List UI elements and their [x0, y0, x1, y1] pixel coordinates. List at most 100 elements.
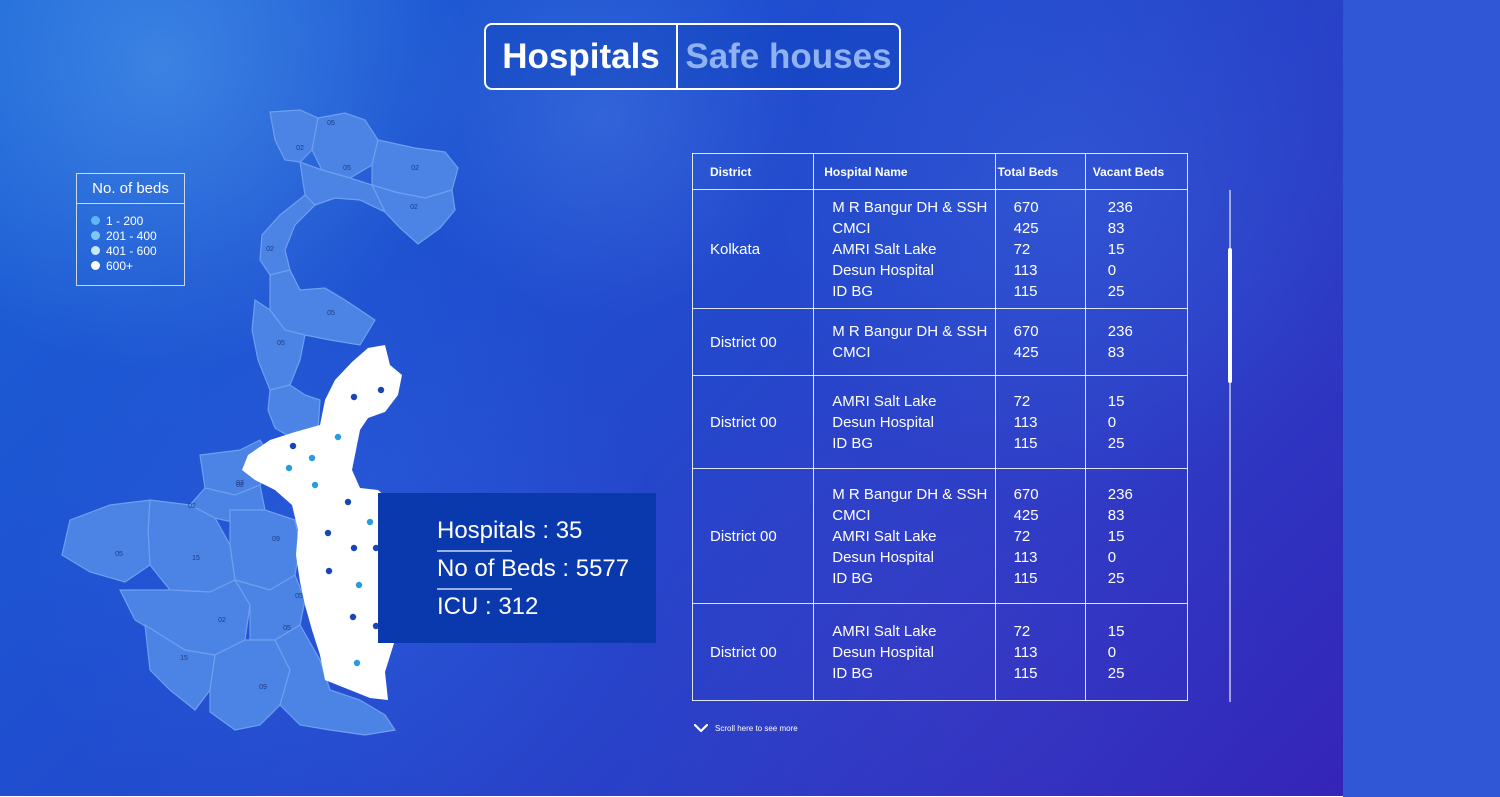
cell-hospital-lines: M R Bangur DH & SSH CMCI [814, 321, 994, 363]
hospital-name[interactable]: Desun Hospital [832, 413, 934, 431]
table-row[interactable]: District 00 M R Bangur DH & SSH CMCI 670 425… [691, 308, 1189, 376]
table-row[interactable]: Kolkata M R Bangur DH & SSH CMCI AMRI Salt … [691, 189, 1189, 309]
map-region-label: 05 [343, 165, 351, 172]
hospital-name[interactable]: AMRI Salt Lake [832, 527, 937, 545]
cell-total: 72 113 115 [994, 603, 1086, 701]
hospital-marker[interactable] [355, 581, 363, 589]
legend-dot-icon [91, 231, 100, 240]
hospital-marker[interactable] [311, 481, 319, 489]
hospital-name[interactable]: CMCI [832, 344, 871, 361]
hospital-marker[interactable] [350, 393, 358, 401]
legend-label: 201 - 400 [106, 228, 157, 243]
hospital-beds-table: District Hospital Name Total Beds Vacant… [691, 153, 1189, 701]
hospital-name[interactable]: ID BG [832, 434, 874, 452]
hospital-name[interactable]: AMRI Salt Lake [832, 622, 937, 640]
hospital-marker[interactable] [372, 622, 380, 630]
table-scrollbar-thumb[interactable] [1228, 248, 1232, 383]
hospital-name[interactable]: AMRI Salt Lake [832, 392, 937, 410]
column-header-hospital[interactable]: Hospital Name [813, 153, 996, 190]
tab-safe-houses[interactable]: Safe houses [685, 36, 892, 76]
info-divider [437, 550, 512, 552]
total-beds-value: 670 [1013, 323, 1039, 340]
map-district[interactable] [251, 298, 306, 391]
hospital-name[interactable]: Desun Hospital [832, 261, 934, 279]
map-district[interactable] [269, 109, 319, 163]
cell-district: District 00 [691, 375, 815, 469]
cell-hospital-lines: AMRI Salt Lake Desun Hospital ID BG [814, 621, 994, 684]
hospital-marker[interactable] [353, 659, 361, 667]
vacant-beds-value: 25 [1107, 569, 1125, 587]
hospital-marker[interactable] [285, 464, 293, 472]
hospital-name[interactable]: M R Bangur DH & SSH [832, 485, 988, 503]
total-beds-value: 425 [1013, 219, 1039, 237]
hospital-marker[interactable] [289, 442, 297, 450]
hospital-marker[interactable] [344, 498, 352, 506]
hospital-name[interactable]: AMRI Salt Lake [832, 240, 937, 258]
beds-legend: No. of beds 1 - 200 201 - 400 401 - 600 … [76, 173, 185, 286]
map-district[interactable] [269, 269, 376, 346]
total-beds-value: 425 [1013, 344, 1039, 361]
map-region-label: 05 [115, 551, 123, 558]
table-row[interactable]: District 00 M R Bangur DH & SSH CMCI AMRI S… [691, 468, 1189, 604]
map-region-label: 02 [266, 246, 274, 253]
legend-item: 1 - 200 [91, 213, 184, 228]
map-region-label: 09 [259, 684, 267, 691]
column-header-vacant-beds[interactable]: Vacant Beds [1084, 153, 1189, 190]
map-district[interactable] [119, 579, 251, 656]
cell-district: District 00 [691, 308, 815, 376]
cell-hospital-lines: M R Bangur DH & SSH CMCI AMRI Salt Lake Des… [814, 484, 994, 589]
hospital-name[interactable]: M R Bangur DH & SSH [832, 323, 988, 340]
cell-vacant: 15 0 25 [1084, 375, 1189, 469]
map-district[interactable] [299, 161, 387, 214]
hospital-marker[interactable] [372, 544, 380, 552]
view-toggle: Hospitals Safe houses [484, 23, 901, 90]
scroll-more-hint[interactable]: Scroll here to see more [694, 724, 798, 733]
total-beds-value: 72 [1013, 527, 1031, 545]
hospital-marker[interactable] [377, 386, 385, 394]
hospital-name[interactable]: ID BG [832, 664, 874, 682]
hospital-marker[interactable] [334, 433, 342, 441]
cell-hospital: M R Bangur DH & SSH CMCI [813, 308, 996, 376]
cell-total-lines: 72 113 115 [996, 391, 1085, 454]
total-beds-value: 115 [1013, 434, 1038, 452]
legend-label: 600+ [106, 258, 134, 273]
hospital-marker[interactable] [366, 518, 374, 526]
map-district[interactable] [61, 499, 151, 583]
column-header-total-beds[interactable]: Total Beds [994, 153, 1086, 190]
hospital-name[interactable]: CMCI [832, 506, 871, 524]
vacant-beds-value: 0 [1107, 413, 1117, 431]
hospital-marker[interactable] [349, 613, 357, 621]
hospital-name[interactable]: Desun Hospital [832, 548, 934, 566]
total-beds-value: 115 [1013, 569, 1038, 587]
table-row[interactable]: District 00 AMRI Salt Lake Desun Hospital I… [691, 375, 1189, 469]
table-scrollbar-track[interactable] [1229, 190, 1231, 702]
hospital-table-container[interactable]: District Hospital Name Total Beds Vacant… [691, 153, 1189, 703]
map-district[interactable] [144, 623, 216, 711]
map-district[interactable] [259, 194, 316, 276]
hospital-name[interactable]: M R Bangur DH & SSH [832, 198, 988, 216]
table-body: Kolkata M R Bangur DH & SSH CMCI AMRI Salt … [691, 189, 1189, 701]
hospital-marker[interactable] [350, 544, 358, 552]
vacant-beds-value: 15 [1107, 622, 1125, 640]
hospital-marker[interactable] [325, 567, 333, 575]
map-district[interactable] [370, 184, 456, 245]
hospital-name[interactable]: ID BG [832, 569, 874, 587]
cell-hospital: AMRI Salt Lake Desun Hospital ID BG [813, 375, 996, 469]
table-row[interactable]: District 00 AMRI Salt Lake Desun Hospital I… [691, 603, 1189, 701]
total-beds-value: 115 [1013, 282, 1038, 300]
hospital-marker[interactable] [308, 454, 316, 462]
legend-label: 1 - 200 [106, 213, 144, 228]
tab-hospitals[interactable]: Hospitals [486, 25, 678, 88]
hospital-name[interactable]: CMCI [832, 219, 871, 237]
column-header-district[interactable]: District [691, 153, 815, 190]
hospital-marker[interactable] [324, 529, 332, 537]
vacant-beds-value: 0 [1107, 548, 1117, 566]
hospital-name[interactable]: ID BG [832, 282, 874, 300]
map-highlight-region[interactable] [242, 345, 415, 700]
map-district[interactable] [209, 639, 291, 731]
cell-total-lines: 72 113 115 [996, 621, 1085, 684]
cell-hospital-lines: AMRI Salt Lake Desun Hospital ID BG [814, 391, 994, 454]
map-district[interactable] [274, 624, 397, 736]
vacant-beds-value: 236 [1107, 485, 1133, 503]
hospital-name[interactable]: Desun Hospital [832, 643, 934, 661]
